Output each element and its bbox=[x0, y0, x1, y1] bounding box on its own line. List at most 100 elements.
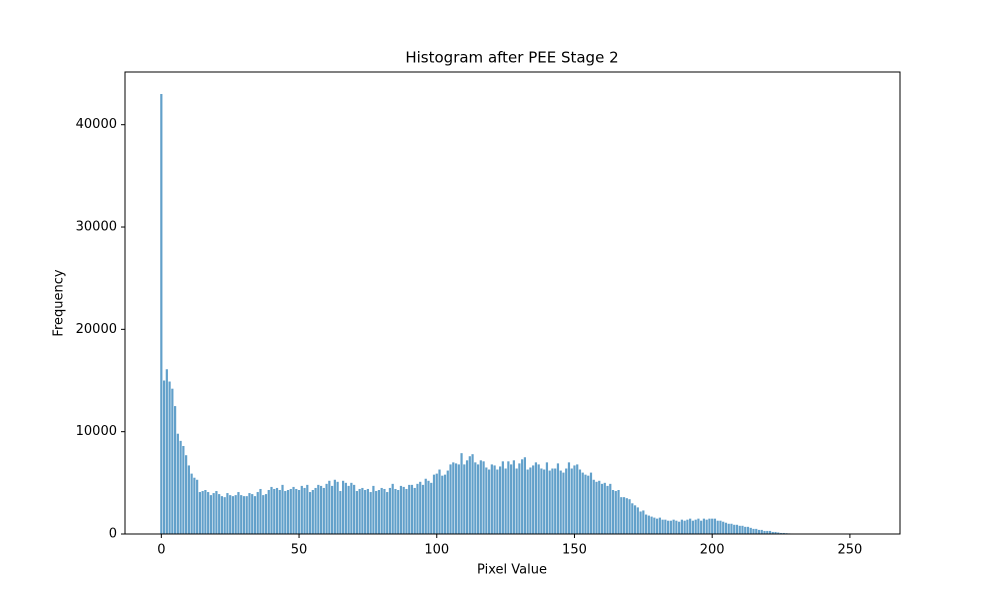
bar bbox=[499, 466, 502, 534]
bar bbox=[639, 511, 642, 534]
bar bbox=[297, 490, 301, 534]
bar bbox=[328, 480, 331, 534]
x-tick-label: 250 bbox=[837, 543, 862, 558]
bar bbox=[325, 483, 328, 534]
bar bbox=[686, 519, 689, 534]
bar bbox=[691, 520, 695, 534]
bar bbox=[410, 484, 414, 534]
bar bbox=[240, 495, 243, 534]
bar bbox=[454, 463, 458, 534]
bar bbox=[300, 485, 303, 534]
bar bbox=[160, 94, 163, 534]
bar bbox=[446, 470, 449, 534]
bar bbox=[264, 494, 268, 534]
bar bbox=[220, 496, 224, 534]
bar bbox=[482, 461, 485, 534]
bar bbox=[493, 465, 496, 534]
bar bbox=[532, 465, 535, 534]
bar bbox=[375, 491, 378, 534]
bar bbox=[394, 488, 397, 534]
bar bbox=[168, 381, 171, 534]
x-tick-label: 150 bbox=[562, 543, 587, 558]
bar bbox=[711, 518, 714, 534]
bar bbox=[388, 487, 392, 534]
bar bbox=[364, 490, 367, 534]
bar bbox=[534, 462, 538, 534]
bar bbox=[766, 530, 769, 534]
bar bbox=[584, 474, 587, 534]
bar bbox=[595, 481, 598, 534]
bar bbox=[162, 380, 166, 534]
bar bbox=[355, 491, 358, 534]
bar bbox=[306, 484, 309, 534]
bar bbox=[218, 494, 221, 534]
bar bbox=[311, 490, 314, 534]
bar bbox=[573, 465, 576, 534]
bar bbox=[622, 497, 626, 534]
bar bbox=[559, 470, 562, 534]
bar bbox=[292, 486, 295, 534]
bar bbox=[603, 482, 606, 534]
bar bbox=[697, 518, 700, 534]
bar bbox=[485, 467, 488, 534]
bar bbox=[405, 488, 408, 534]
bar bbox=[683, 520, 686, 534]
bar bbox=[763, 530, 766, 534]
bar bbox=[273, 488, 276, 534]
bar bbox=[339, 491, 342, 534]
chart-title: Histogram after PEE Stage 2 bbox=[405, 49, 618, 67]
bar bbox=[377, 490, 381, 534]
bar bbox=[523, 457, 526, 534]
bar bbox=[333, 479, 336, 534]
bar bbox=[201, 491, 204, 534]
bar bbox=[289, 488, 292, 534]
y-axis-label: Frequency bbox=[52, 269, 67, 336]
bar bbox=[383, 488, 386, 534]
bar bbox=[490, 464, 493, 534]
bar bbox=[281, 484, 284, 534]
bar bbox=[427, 480, 430, 534]
bar bbox=[680, 519, 683, 534]
bar bbox=[496, 469, 499, 534]
bar bbox=[336, 481, 339, 534]
bar bbox=[419, 481, 422, 534]
bar bbox=[229, 495, 232, 534]
bar bbox=[689, 518, 692, 534]
bar bbox=[372, 485, 375, 534]
bar bbox=[501, 461, 504, 534]
bar bbox=[190, 473, 193, 534]
bar bbox=[248, 493, 251, 534]
bar bbox=[275, 487, 279, 534]
bar bbox=[479, 460, 482, 534]
bar bbox=[705, 519, 708, 534]
bar bbox=[231, 496, 235, 534]
bar bbox=[771, 531, 774, 534]
bar bbox=[724, 522, 728, 534]
bar bbox=[614, 491, 617, 534]
bar bbox=[319, 485, 323, 534]
bar bbox=[672, 519, 675, 534]
bar bbox=[752, 528, 755, 534]
y-tick-label: 30000 bbox=[76, 220, 117, 235]
bar bbox=[667, 520, 670, 534]
bar bbox=[716, 520, 719, 534]
bar bbox=[449, 464, 452, 534]
bar bbox=[416, 483, 419, 534]
bar bbox=[303, 487, 306, 534]
bar bbox=[253, 496, 257, 534]
bar bbox=[708, 518, 711, 534]
bar bbox=[735, 524, 739, 534]
bar bbox=[760, 529, 763, 534]
bar bbox=[278, 490, 281, 534]
x-tick-label: 50 bbox=[291, 543, 308, 558]
bar bbox=[457, 464, 460, 534]
bar bbox=[242, 496, 246, 534]
bar bbox=[722, 521, 725, 534]
bar bbox=[262, 495, 265, 534]
bar bbox=[548, 470, 551, 534]
bar bbox=[650, 516, 653, 534]
bar bbox=[738, 525, 741, 534]
bar bbox=[727, 523, 730, 534]
bar bbox=[678, 521, 681, 534]
bar bbox=[675, 520, 678, 534]
